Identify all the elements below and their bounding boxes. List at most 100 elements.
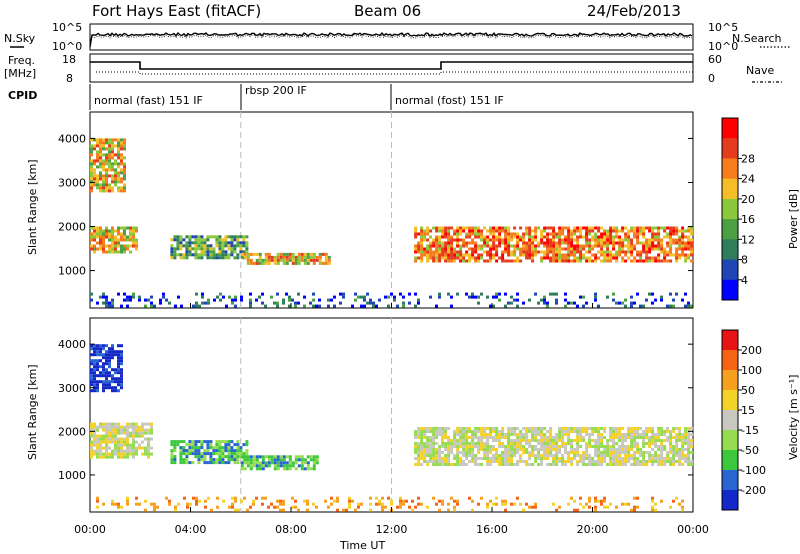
velocity-cell	[660, 463, 664, 466]
velocity-cell	[188, 452, 192, 456]
power-cell	[252, 252, 256, 256]
power-cell	[627, 247, 631, 251]
power-cell	[90, 180, 93, 184]
velocity-cell	[123, 455, 126, 459]
power-cell	[255, 298, 258, 302]
power-cell	[570, 247, 574, 251]
power-cell	[179, 235, 183, 239]
power-cell	[474, 247, 478, 251]
velocity-cell	[252, 499, 255, 503]
power-cell	[525, 226, 529, 230]
power-cell	[480, 244, 484, 248]
power-cell	[453, 256, 457, 260]
velocity-cell	[681, 508, 684, 512]
velocity-cell	[447, 502, 450, 506]
power-cell	[624, 298, 627, 302]
velocity-cell	[465, 445, 469, 448]
power-cell	[606, 235, 610, 239]
velocity-cell	[129, 452, 132, 456]
velocity-cell	[510, 439, 514, 442]
power-cell	[642, 244, 646, 248]
power-cell	[102, 295, 105, 299]
power-cell	[239, 247, 243, 251]
velocity-cell	[279, 464, 283, 468]
velocity-cell	[651, 508, 654, 512]
velocity-cell	[90, 440, 93, 444]
velocity-cell	[173, 446, 177, 450]
velocity-cell	[522, 445, 526, 448]
velocity-cell	[654, 436, 658, 439]
power-cell	[201, 292, 204, 296]
power-cell	[173, 247, 177, 251]
velocity-cell	[561, 439, 565, 442]
velocity-cell	[255, 464, 259, 468]
velocity-cell	[102, 434, 105, 438]
velocity-cell	[270, 502, 273, 506]
velocity-cell	[450, 439, 454, 442]
velocity-cell	[588, 505, 591, 509]
velocity-cell	[102, 383, 105, 387]
power-cell	[96, 174, 99, 178]
power-cell	[108, 159, 111, 163]
power-cell	[630, 301, 633, 305]
power-cell	[624, 235, 628, 239]
power-cell	[468, 295, 471, 299]
velocity-cell	[657, 460, 661, 463]
velocity-cell	[203, 458, 207, 462]
velocity-cell	[438, 460, 442, 463]
velocity-cell	[99, 380, 102, 384]
power-cell	[426, 229, 430, 233]
velocity-cell	[630, 448, 634, 451]
velocity-cell	[230, 449, 234, 453]
power-cell	[537, 244, 541, 248]
velocity-cell	[687, 436, 691, 439]
velocity-cell	[678, 460, 682, 463]
power-cell	[573, 259, 577, 263]
velocity-cell	[687, 427, 691, 430]
velocity-cell	[531, 445, 535, 448]
power-cell	[93, 247, 96, 251]
power-cell	[126, 226, 129, 230]
power-cell	[654, 226, 658, 230]
power-cell	[579, 256, 583, 260]
power-cell	[486, 229, 490, 233]
power-cell	[450, 259, 454, 263]
power-cell	[129, 244, 132, 248]
velocity-cell	[96, 350, 99, 354]
velocity-cell	[666, 454, 670, 457]
velocity-cell	[129, 449, 132, 453]
power-cell	[549, 232, 553, 236]
velocity-cell	[501, 451, 505, 454]
velocity-cell	[552, 445, 556, 448]
power-cell	[195, 304, 198, 308]
power-cell	[579, 250, 583, 254]
power-cell	[516, 235, 520, 239]
velocity-cell	[426, 436, 430, 439]
velocity-cell	[621, 460, 625, 463]
power-cell	[387, 295, 390, 299]
velocity-cell	[414, 442, 418, 445]
power-cell	[678, 247, 682, 251]
power-cell	[273, 261, 277, 265]
velocity-cell	[239, 452, 243, 456]
power-cell	[438, 247, 442, 251]
velocity-cell	[432, 496, 435, 500]
power-cell	[669, 238, 673, 242]
velocity-cell	[282, 508, 285, 512]
power-cell	[456, 250, 460, 254]
freq-tick-top: 18	[62, 53, 76, 66]
velocity-cell	[303, 499, 306, 503]
power-cell	[528, 241, 532, 245]
velocity-cell	[609, 427, 613, 430]
velocity-cell	[531, 436, 535, 439]
velocity-cell	[215, 446, 219, 450]
velocity-cell	[648, 454, 652, 457]
velocity-cell	[591, 457, 595, 460]
velocity-cell	[657, 433, 661, 436]
velocity-cell	[114, 422, 117, 426]
power-cell	[123, 183, 126, 187]
power-cell	[570, 238, 574, 242]
velocity-cell	[381, 505, 384, 509]
velocity-cell	[447, 436, 451, 439]
velocity-cell	[615, 451, 619, 454]
